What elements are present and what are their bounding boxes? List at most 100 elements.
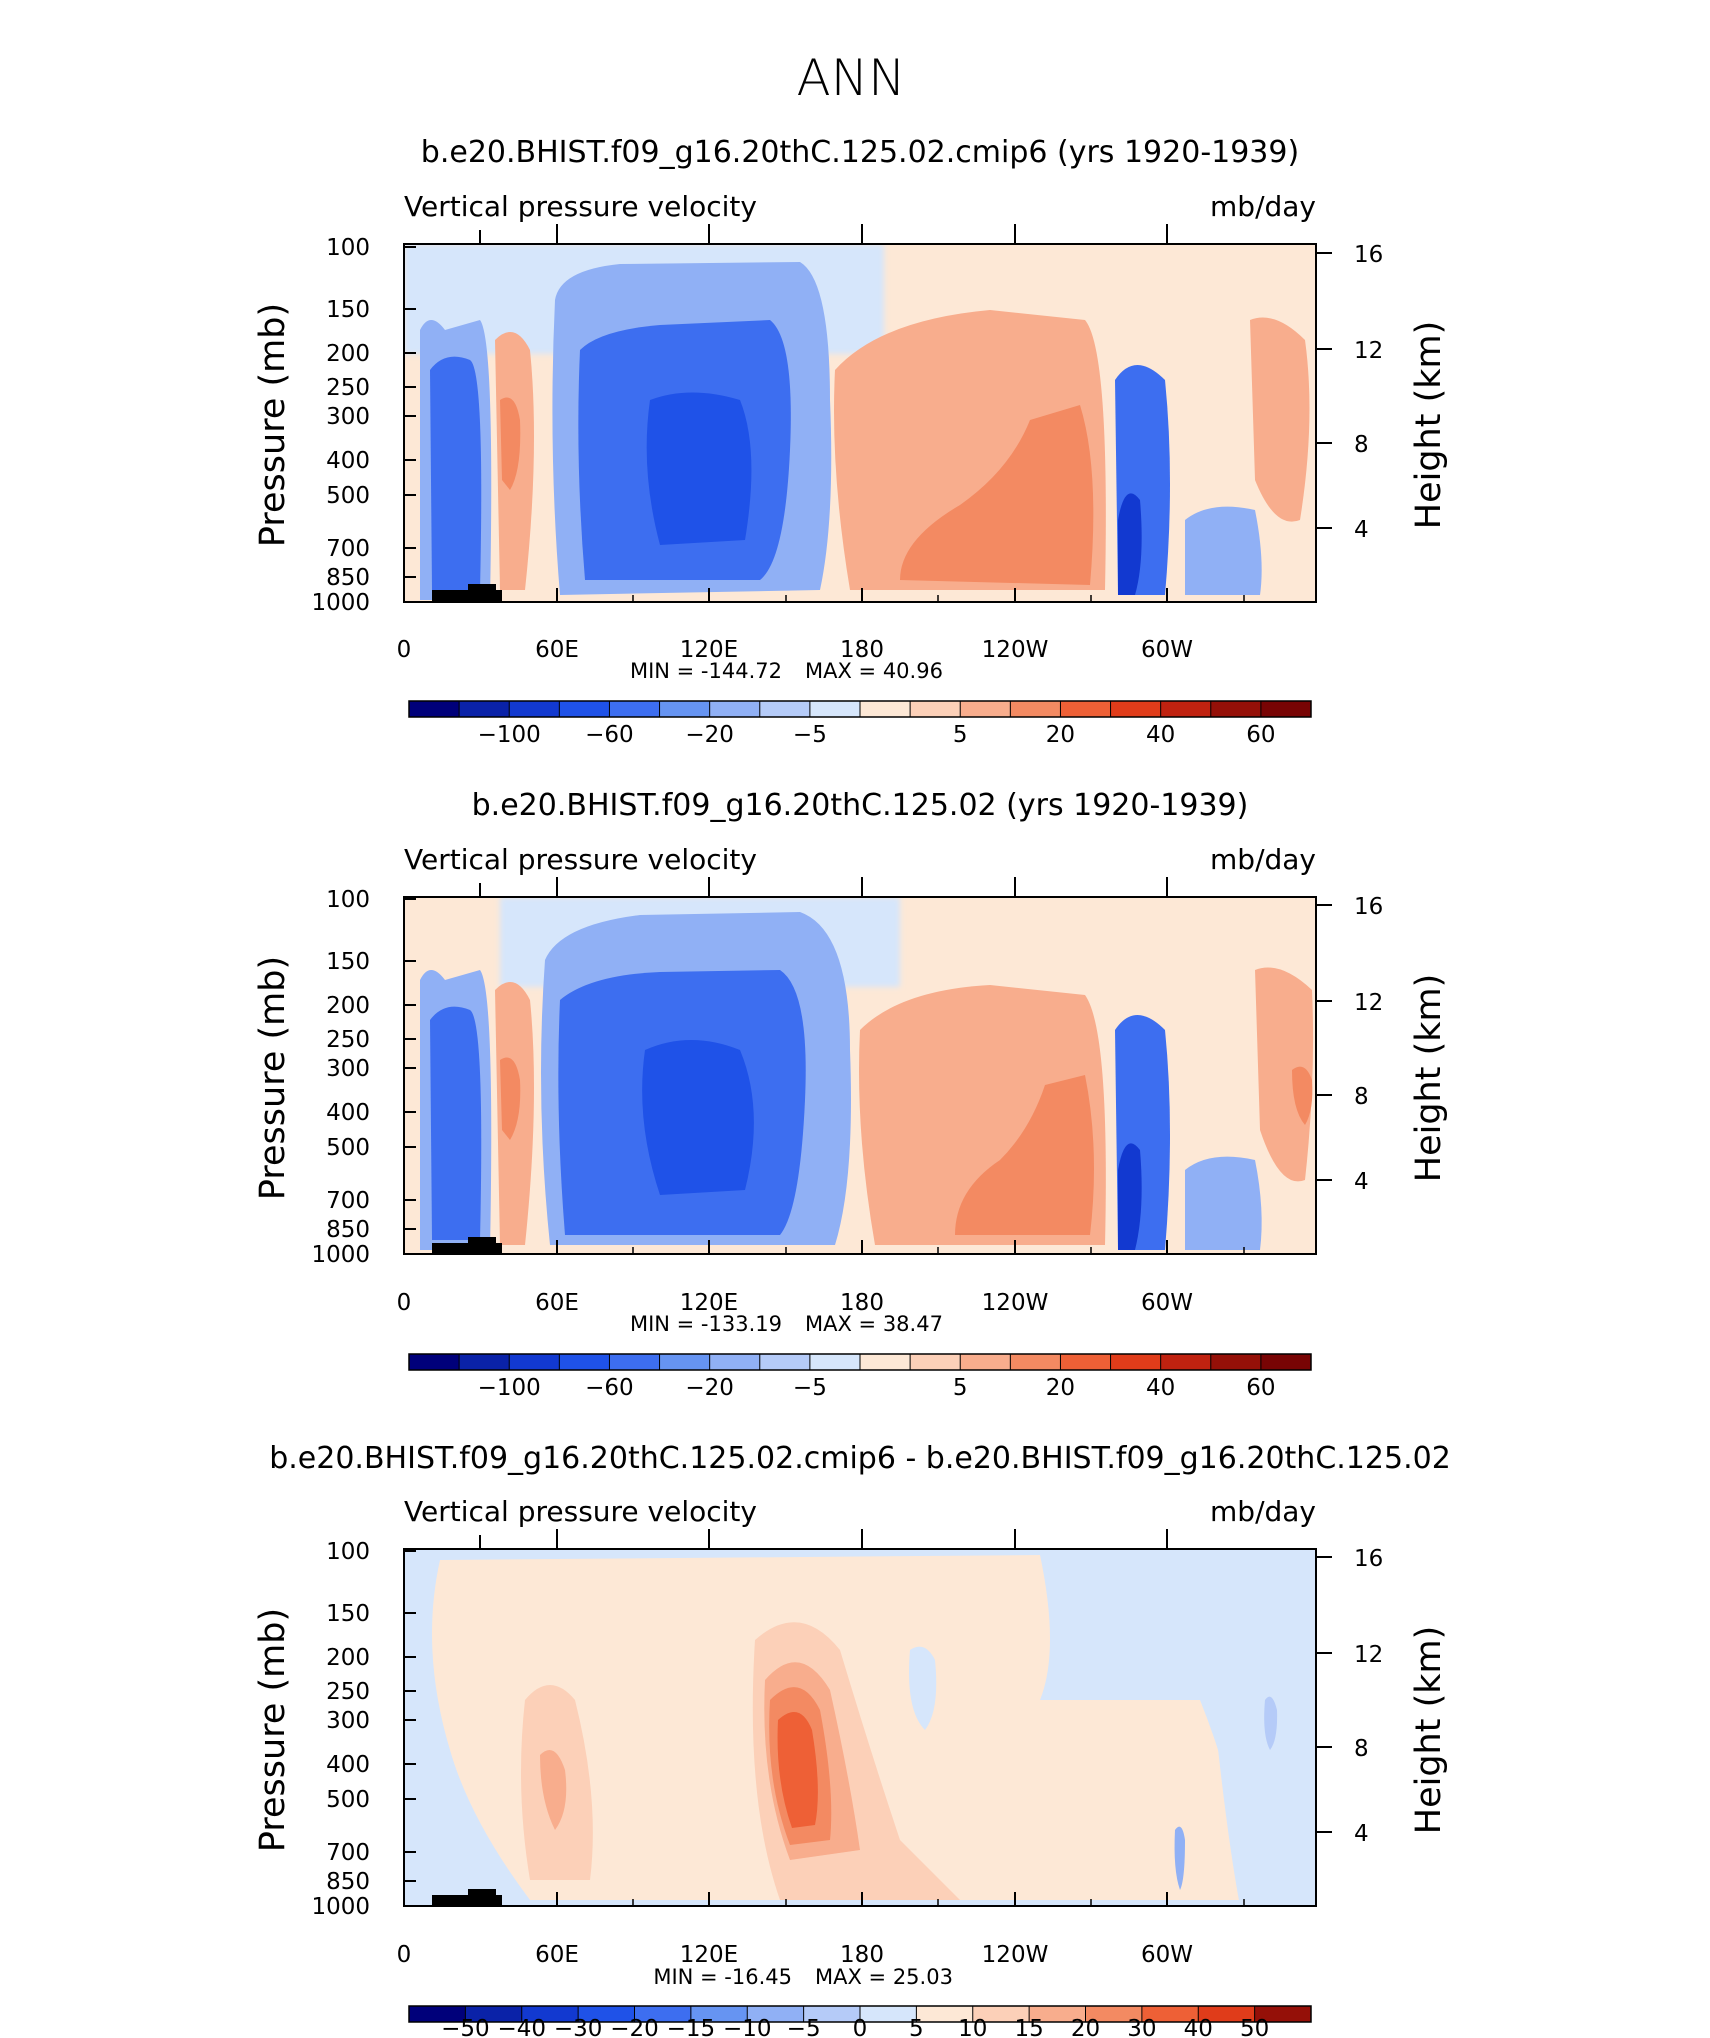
panel-3-x-label-180: 180: [840, 1942, 884, 1968]
panel-2-colorbar-label: 5: [953, 1375, 968, 1401]
panel-1-colorbar-swatch: [1260, 701, 1312, 717]
panel-3-title: b.e20.BHIST.f09_g16.20thC.125.02.cmip6 -…: [269, 1441, 1451, 1476]
panel-2-right-subtitle: mb/day: [1210, 843, 1316, 876]
panel-2-height-label-12: 12: [1354, 990, 1383, 1016]
panel-3-x-label-0: 0: [397, 1942, 412, 1968]
panel-2-y-label-150: 150: [326, 949, 370, 975]
panel-2-colorbar-swatch: [509, 1354, 560, 1370]
panel-1-y-label-500: 500: [326, 483, 370, 509]
panel-3-y-label-300: 300: [326, 1708, 370, 1734]
panel-2-height-label-8: 8: [1354, 1084, 1369, 1110]
panel-3-colorbar-swatch: [747, 2006, 805, 2022]
panel-3-x-label-60w: 60W: [1141, 1942, 1193, 1968]
panel-3-colorbar-frame: [408, 2005, 1312, 2023]
panel-2-right-axis: 16 12 8 4 Height (km): [1316, 894, 1449, 1195]
panel-3-min-label: MIN = -16.45: [653, 1965, 792, 1989]
panel-3-y-axis-title: Pressure (mb): [253, 1608, 293, 1852]
panel-2-y-axis-title: Pressure (mb): [253, 956, 293, 1200]
panel-2-colorbar-label: 20: [1046, 1375, 1075, 1401]
panel-2-region-surface-topography: [432, 1243, 502, 1254]
panel-1-colorbar-swatch: [1160, 701, 1212, 717]
panel-3-y-label-250: 250: [326, 1679, 370, 1705]
panel-3-y-label-850: 850: [326, 1869, 370, 1895]
panel-3-colorbar-swatch: [972, 2006, 1030, 2022]
panel-3-colorbar: −50 −40 −30 −20 −15 −10 −5 0 5 10 15 20 30 40 50: [408, 2005, 1312, 2038]
panel-3-frame: [403, 1548, 1317, 1907]
panel-2-colorbar-swatch: [960, 1354, 1011, 1370]
panel-1-colorbar-swatch: [759, 701, 811, 717]
panel-3: b.e20.BHIST.f09_g16.20thC.125.02.cmip6 -…: [253, 1441, 1451, 2038]
panel-1-colorbar-swatch: [709, 701, 761, 717]
panel-1-colorbar-swatch: [1110, 701, 1162, 717]
panel-1-colorbar-swatch: [809, 701, 861, 717]
panel-3-left-subtitle: Vertical pressure velocity: [404, 1495, 757, 1528]
panel-3-colorbar-label: −20: [610, 2016, 659, 2038]
panel-1-region-surface-topography-peak: [468, 584, 496, 592]
panel-1-height-label-12: 12: [1354, 338, 1383, 364]
panel-1-colorbar-swatch: [1060, 701, 1112, 717]
panel-1-max-label: MAX = 40.96: [805, 659, 943, 683]
panel-1-colorbar-swatch: [659, 701, 711, 717]
panel-2-y-label-700: 700: [326, 1188, 370, 1214]
panel-1-height-label-8: 8: [1354, 432, 1369, 458]
panel-3-colorbar-label: 20: [1071, 2016, 1100, 2038]
panel-1-region-africa-descent-core: [500, 397, 521, 490]
panel-1-left-subtitle: Vertical pressure velocity: [404, 190, 757, 223]
panel-3-colorbar-label: −40: [497, 2016, 546, 2038]
panel-3-colorbar-label: 5: [909, 2016, 924, 2038]
panel-2-y-label-200: 200: [326, 993, 370, 1019]
panel-2-y-label-100: 100: [326, 887, 370, 913]
panel-2-height-label-4: 4: [1354, 1169, 1369, 1195]
panel-2-y-label-300: 300: [326, 1056, 370, 1082]
panel-3-colorbar-label: 40: [1184, 2016, 1213, 2038]
panel-2-right-axis-title: Height (km): [1409, 974, 1449, 1183]
panel-2-colorbar-swatch: [1060, 1354, 1112, 1370]
season-title: ANN: [796, 49, 905, 107]
panel-1-colorbar-swatch: [609, 701, 661, 717]
panel-3-x-label-120w: 120W: [982, 1942, 1049, 1968]
panel-3-y-label-700: 700: [326, 1840, 370, 1866]
panel-3-y-label-200: 200: [326, 1645, 370, 1671]
panel-1-y-label-1000: 1000: [311, 590, 370, 616]
panel-2-colorbar-frame: [408, 1353, 1312, 1371]
panel-3-colorbar-label: 15: [1014, 2016, 1043, 2038]
panel-1: b.e20.BHIST.f09_g16.20thC.125.02.cmip6 (…: [253, 135, 1449, 748]
panel-1-colorbar-swatch: [459, 701, 510, 717]
panel-1-colorbar: −100 −60 −20 −5 5 20 40 60: [408, 700, 1312, 748]
panel-1-region-africa-ascent-core: [430, 356, 482, 590]
panel-1-region-atlantic-ascent: [1185, 506, 1262, 595]
panel-3-height-label-12: 12: [1354, 1642, 1383, 1668]
panel-2-max-label: MAX = 38.47: [805, 1312, 943, 1336]
panel-1-y-label-100: 100: [326, 235, 370, 261]
panel-1-y-label-850: 850: [326, 565, 370, 591]
panel-1-x-label-60e: 60E: [535, 637, 579, 663]
panel-2-colorbar-label: −60: [585, 1375, 634, 1401]
panel-1-colorbar-label: −100: [478, 722, 541, 748]
panel-2-min-label: MIN = -133.19: [630, 1312, 782, 1336]
panel-3-max-label: MAX = 25.03: [815, 1965, 953, 1989]
panel-2-colorbar-swatch: [559, 1354, 610, 1370]
panel-1-right-axis: 16 12 8 4 Height (km): [1316, 242, 1449, 543]
panel-1-plot-area: [404, 244, 1316, 602]
panel-2-x-label-120w: 120W: [982, 1290, 1049, 1316]
panel-2-height-label-16: 16: [1354, 894, 1383, 920]
panel-3-colorbar-swatch: [1141, 2006, 1199, 2022]
panel-2-y-label-400: 400: [326, 1100, 370, 1126]
panel-1-min-label: MIN = -144.72: [630, 659, 782, 683]
panel-3-region-surface-topography-peak: [468, 1889, 496, 1897]
panel-1-region-amazon-ascent-core: [1118, 493, 1142, 595]
panel-2-y-axis: 100 150 200 250 300 400 500 700 850 1000…: [253, 887, 416, 1268]
panel-3-colorbar-label: −5: [787, 2016, 821, 2038]
panel-3-region-atlantic-negative: [1200, 1555, 1316, 1906]
panel-1-x-label-60w: 60W: [1141, 637, 1193, 663]
panel-1-y-label-300: 300: [326, 404, 370, 430]
panel-1-y-label-150: 150: [326, 297, 370, 323]
panel-3-colorbar-swatch: [465, 2006, 523, 2022]
panel-1-y-label-250: 250: [326, 375, 370, 401]
panel-2-colorbar-label: −5: [793, 1375, 827, 1401]
panel-2-y-label-850: 850: [326, 1217, 370, 1243]
panel-2-colorbar-swatch: [759, 1354, 811, 1370]
panel-3-colorbar-swatch: [1254, 2006, 1312, 2022]
panel-1-y-label-400: 400: [326, 448, 370, 474]
panel-3-x-axis: 0 60E 120E 180 120W 60W: [397, 1529, 1245, 1968]
